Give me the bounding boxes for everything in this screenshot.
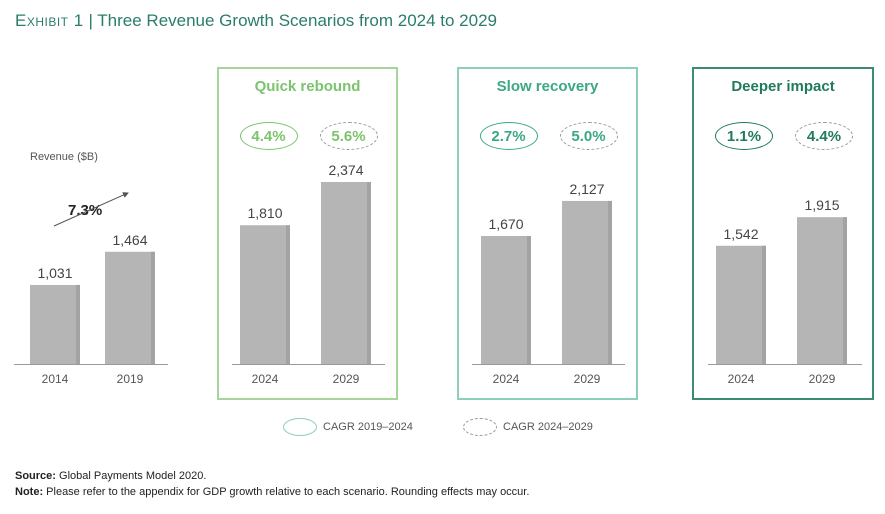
cagr-2019-2024-badge: 1.1% <box>715 122 773 150</box>
note-text: Please refer to the appendix for GDP gro… <box>43 486 530 498</box>
legend-solid-label: CAGR 2019–2024 <box>323 421 413 433</box>
scenario-panel: Slow recovery 2.7% 5.0% <box>457 67 638 400</box>
cagr-2024-2029-badge: 5.0% <box>559 122 618 150</box>
revenue-bar <box>105 251 155 364</box>
title-separator: | <box>88 11 93 30</box>
legend-solid-oval <box>283 418 317 436</box>
title-text: Three Revenue Growth Scenarios from 2024… <box>97 11 498 30</box>
scenario-title: Quick rebound <box>254 78 361 95</box>
cagr-2024-2029-badge: 5.6% <box>319 122 378 150</box>
bar-shade <box>151 251 155 364</box>
exhibit-title: Exhibit 1 | Three Revenue Growth Scenari… <box>15 11 497 31</box>
scenario-panel: Deeper impact 1.1% 4.4% <box>692 67 874 400</box>
bar-shade <box>76 284 80 364</box>
cagr-2024-2029-badge: 4.4% <box>795 122 853 150</box>
legend-dashed: CAGR 2024–2029 <box>463 418 593 436</box>
exhibit-number: Exhibit 1 <box>15 11 84 30</box>
note-label: Note: <box>15 486 44 498</box>
legend-dashed-label: CAGR 2024–2029 <box>503 421 593 433</box>
legend-dashed-oval <box>463 418 497 436</box>
year-tick-label: 2014 <box>42 372 69 386</box>
revenue-axis-label: Revenue ($B) <box>30 151 98 163</box>
cagr-2019-2024-badge: 4.4% <box>239 122 298 150</box>
legend-solid: CAGR 2019–2024 <box>283 418 413 436</box>
source-note: Source: Global Payments Model 2020. <box>15 470 206 482</box>
source-label: Source: <box>15 470 56 482</box>
bar-value-label: 1,031 <box>37 265 72 281</box>
scenario-panel: Quick rebound 4.4% 5.6% <box>217 67 398 400</box>
scenario-title: Slow recovery <box>496 78 599 95</box>
revenue-bar <box>30 284 80 364</box>
historical-cagr-label: 7.3% <box>68 202 103 219</box>
bar-value-label: 1,464 <box>112 232 147 248</box>
source-text: Global Payments Model 2020. <box>55 470 207 482</box>
cagr-2019-2024-badge: 2.7% <box>479 122 538 150</box>
footnote: Note: Please refer to the appendix for G… <box>15 486 529 498</box>
year-tick-label: 2019 <box>117 372 144 386</box>
scenario-title: Deeper impact <box>731 78 835 95</box>
